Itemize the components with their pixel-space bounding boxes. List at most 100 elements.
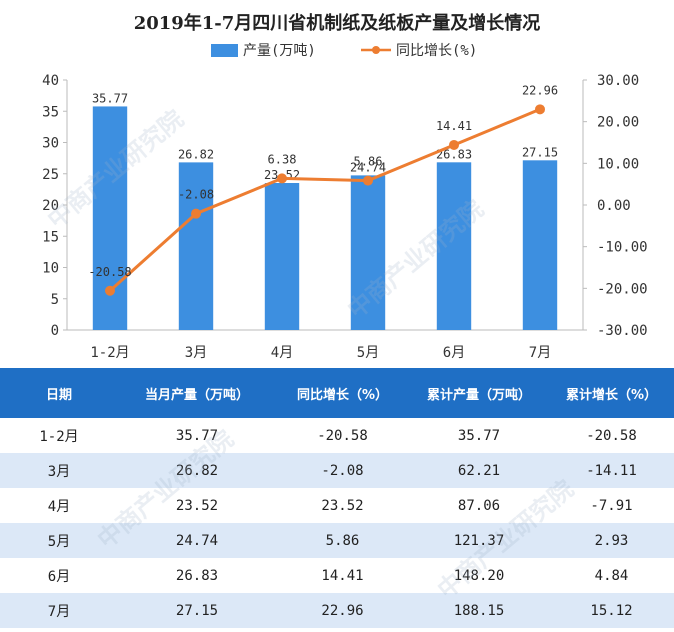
x-tick-label: 3月 [185, 345, 207, 361]
cell-cumulative-growth: 2.93 [549, 523, 674, 558]
bar [264, 183, 300, 330]
growth-data-label: 22.96 [522, 83, 558, 97]
cell-yoy-growth: -20.58 [276, 418, 409, 453]
left-tick-label: 0 [51, 323, 59, 339]
right-tick-label: -30.00 [597, 323, 648, 339]
cell-cumulative-output: 188.15 [409, 593, 549, 628]
growth-point [449, 139, 459, 150]
cell-monthly-output: 26.83 [118, 558, 276, 593]
cell-yoy-growth: -2.08 [276, 453, 409, 488]
table-row: 5月 24.74 5.86 121.37 2.93 [0, 523, 674, 558]
legend-bar-swatch [211, 44, 238, 57]
left-tick-label: 10 [42, 261, 59, 277]
table-header-row: 日期 当月产量（万吨） 同比增长（%） 累计产量（万吨） 累计增长（%） [0, 368, 674, 418]
cell-cumulative-output: 148.20 [409, 558, 549, 593]
cell-monthly-output: 24.74 [118, 523, 276, 558]
left-tick-label: 15 [42, 229, 59, 245]
growth-point [277, 173, 287, 184]
cell-cumulative-output: 87.06 [409, 488, 549, 523]
growth-data-label: -2.08 [178, 188, 214, 202]
legend-line-label: 同比增长(%) [396, 43, 477, 59]
bar-data-label: 35.77 [92, 91, 128, 105]
left-tick-label: 5 [51, 292, 59, 308]
bar-data-label: 27.15 [522, 145, 558, 159]
cell-date: 7月 [0, 593, 118, 628]
cell-cumulative-output: 121.37 [409, 523, 549, 558]
right-tick-label: 20.00 [597, 115, 639, 131]
bar [522, 160, 558, 330]
bar [350, 175, 386, 330]
cell-yoy-growth: 5.86 [276, 523, 409, 558]
growth-line [108, 107, 541, 292]
growth-point [191, 208, 201, 219]
right-axis-ticks: -30.00 -20.00 -10.00 0.00 10.00 20.00 30.00 [583, 73, 648, 339]
bar [178, 162, 214, 330]
cell-date: 5月 [0, 523, 118, 558]
cell-monthly-output: 26.82 [118, 453, 276, 488]
cell-date: 1-2月 [0, 418, 118, 453]
line-series: -20.58 -2.08 6.38 5.86 14.41 22.96 [88, 83, 558, 296]
x-tick-label: 4月 [271, 345, 293, 361]
left-tick-label: 30 [42, 136, 59, 152]
legend-line-marker [372, 46, 380, 54]
cell-date: 6月 [0, 558, 118, 593]
growth-data-label: -20.58 [88, 265, 131, 279]
header-cumulative-growth: 累计增长（%） [549, 368, 674, 418]
right-tick-label: -20.00 [597, 281, 648, 297]
legend: 产量(万吨) 同比增长(%) [211, 43, 477, 59]
growth-data-label: 14.41 [436, 119, 472, 133]
header-yoy-growth: 同比增长（%） [276, 368, 409, 418]
cell-cumulative-growth: 4.84 [549, 558, 674, 593]
table-row: 7月 27.15 22.96 188.15 15.12 [0, 593, 674, 628]
data-table: 日期 当月产量（万吨） 同比增长（%） 累计产量（万吨） 累计增长（%） 1-2… [0, 368, 674, 628]
growth-point [535, 104, 545, 115]
left-tick-label: 20 [42, 198, 59, 214]
growth-data-label: 5.86 [354, 155, 383, 169]
chart-title: 2019年1-7月四川省机制纸及纸板产量及增长情况 [134, 12, 541, 34]
chart: 2019年1-7月四川省机制纸及纸板产量及增长情况 产量(万吨) 同比增长(%)… [42, 12, 648, 361]
cell-cumulative-output: 62.21 [409, 453, 549, 488]
table-row: 1-2月 35.77 -20.58 35.77 -20.58 [0, 418, 674, 453]
cell-cumulative-growth: 15.12 [549, 593, 674, 628]
x-tick-label: 7月 [529, 345, 551, 361]
right-tick-label: 10.00 [597, 156, 639, 172]
table-row: 4月 23.52 23.52 87.06 -7.91 [0, 488, 674, 523]
table-row: 3月 26.82 -2.08 62.21 -14.11 [0, 453, 674, 488]
header-date: 日期 [0, 368, 118, 418]
right-tick-label: 30.00 [597, 73, 639, 89]
growth-point [105, 285, 115, 296]
legend-bar-label: 产量(万吨) [243, 43, 316, 59]
cell-date: 3月 [0, 453, 118, 488]
cell-cumulative-growth: -7.91 [549, 488, 674, 523]
left-tick-label: 35 [42, 104, 59, 120]
x-tick-label: 6月 [443, 345, 465, 361]
cell-cumulative-growth: -20.58 [549, 418, 674, 453]
cell-date: 4月 [0, 488, 118, 523]
growth-data-label: 6.38 [268, 152, 297, 166]
cell-yoy-growth: 14.41 [276, 558, 409, 593]
cell-cumulative-growth: -14.11 [549, 453, 674, 488]
left-axis-ticks: 0 5 10 15 20 25 30 35 40 [42, 73, 67, 339]
header-monthly-output: 当月产量（万吨） [118, 368, 276, 418]
x-tick-label: 5月 [357, 345, 379, 361]
bar [92, 106, 128, 330]
growth-point [363, 175, 373, 186]
bar [436, 162, 472, 330]
bar-data-label: 24.74 [350, 160, 386, 174]
bar-data-label: 26.82 [178, 147, 214, 161]
left-tick-label: 25 [42, 167, 59, 183]
bar-data-label: 26.83 [436, 147, 472, 161]
cell-cumulative-output: 35.77 [409, 418, 549, 453]
cell-monthly-output: 27.15 [118, 593, 276, 628]
left-tick-label: 40 [42, 73, 59, 89]
x-axis-ticks: 1-2月 3月 4月 5月 6月 7月 [90, 345, 551, 361]
right-tick-label: 0.00 [597, 198, 631, 214]
header-cumulative-output: 累计产量（万吨） [409, 368, 549, 418]
table-row: 6月 26.83 14.41 148.20 4.84 [0, 558, 674, 593]
cell-yoy-growth: 23.52 [276, 488, 409, 523]
right-tick-label: -10.00 [597, 240, 648, 256]
cell-monthly-output: 23.52 [118, 488, 276, 523]
cell-yoy-growth: 22.96 [276, 593, 409, 628]
cell-monthly-output: 35.77 [118, 418, 276, 453]
